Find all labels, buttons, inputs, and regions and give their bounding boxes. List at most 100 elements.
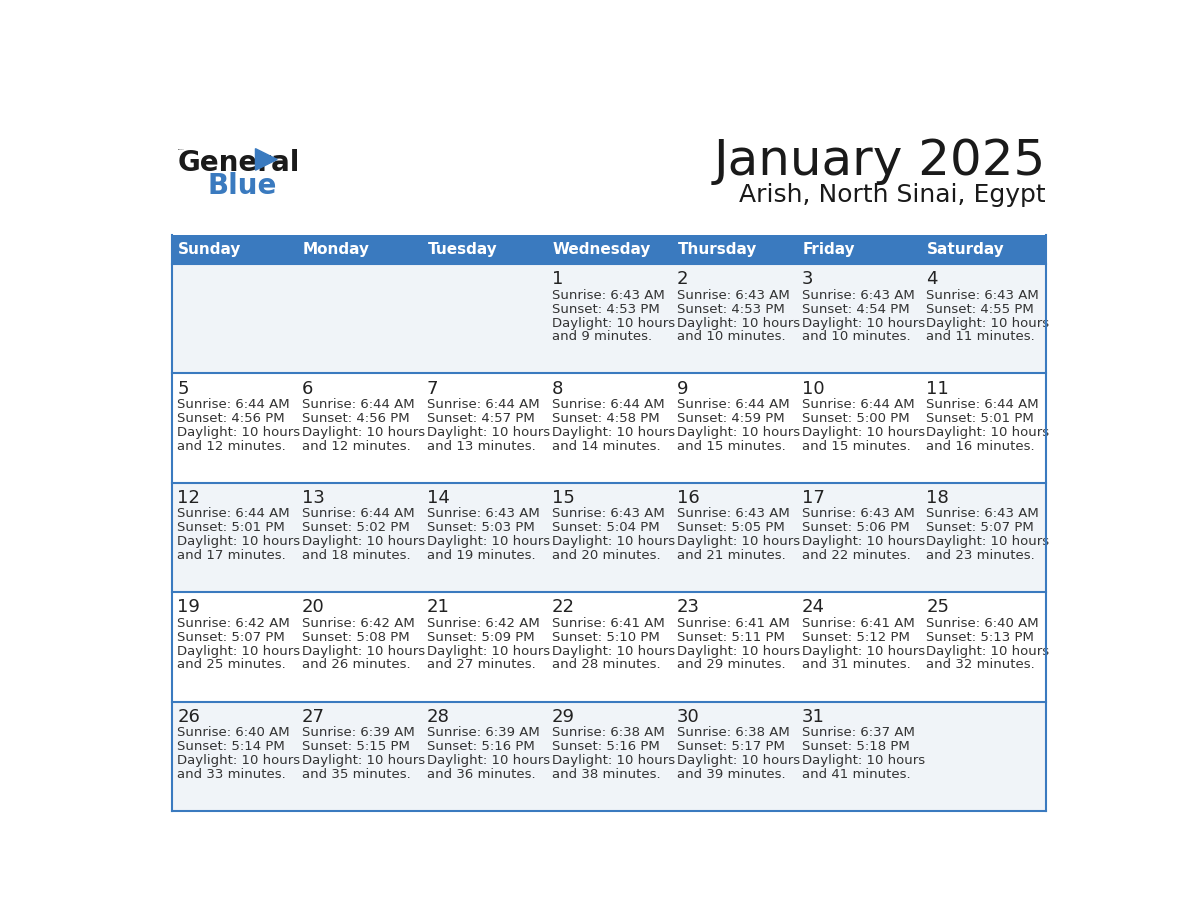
Bar [546,592,671,701]
Text: Friday: Friday [802,242,855,257]
Text: and 38 minutes.: and 38 minutes. [552,767,661,780]
Text: Daylight: 10 hours: Daylight: 10 hours [302,535,425,548]
Text: and 20 minutes.: and 20 minutes. [552,549,661,562]
Text: 4: 4 [927,270,939,288]
Bar [546,235,671,264]
Bar [671,235,796,264]
Text: Sunday: Sunday [178,242,241,257]
Text: Sunrise: 6:38 AM: Sunrise: 6:38 AM [677,726,790,739]
Text: Sunset: 5:09 PM: Sunset: 5:09 PM [426,631,535,644]
Text: Sunset: 5:12 PM: Sunset: 5:12 PM [802,631,910,644]
Text: Sunset: 5:00 PM: Sunset: 5:00 PM [802,412,909,425]
Text: 13: 13 [302,489,326,507]
Text: 12: 12 [177,489,200,507]
Text: and 23 minutes.: and 23 minutes. [927,549,1035,562]
Text: and 11 minutes.: and 11 minutes. [927,330,1035,343]
Text: Sunset: 5:17 PM: Sunset: 5:17 PM [677,740,784,753]
Text: Daylight: 10 hours: Daylight: 10 hours [802,754,924,767]
Text: Daylight: 10 hours: Daylight: 10 hours [177,426,301,439]
Text: #1a1a1a: #1a1a1a [178,149,184,150]
Bar [422,592,546,701]
Text: Sunset: 4:58 PM: Sunset: 4:58 PM [552,412,659,425]
Text: Daylight: 10 hours: Daylight: 10 hours [552,535,675,548]
Text: Daylight: 10 hours: Daylight: 10 hours [927,535,1050,548]
Text: Daylight: 10 hours: Daylight: 10 hours [552,317,675,330]
Text: 1: 1 [552,270,563,288]
Text: Sunset: 5:07 PM: Sunset: 5:07 PM [927,521,1035,534]
Text: Monday: Monday [303,242,369,257]
Text: Daylight: 10 hours: Daylight: 10 hours [426,754,550,767]
Text: 15: 15 [552,489,575,507]
Text: and 9 minutes.: and 9 minutes. [552,330,652,343]
Text: Sunrise: 6:43 AM: Sunrise: 6:43 AM [677,508,790,521]
Text: Daylight: 10 hours: Daylight: 10 hours [927,644,1050,657]
Text: Sunrise: 6:43 AM: Sunrise: 6:43 AM [927,508,1040,521]
Text: Sunset: 5:13 PM: Sunset: 5:13 PM [927,631,1035,644]
Text: Sunrise: 6:41 AM: Sunrise: 6:41 AM [677,617,790,630]
Text: Sunset: 5:01 PM: Sunset: 5:01 PM [927,412,1035,425]
Text: Daylight: 10 hours: Daylight: 10 hours [677,754,800,767]
Text: and 29 minutes.: and 29 minutes. [677,658,785,671]
Text: Sunset: 5:01 PM: Sunset: 5:01 PM [177,521,285,534]
Text: 5: 5 [177,380,189,397]
Bar [422,374,546,483]
Bar [796,264,921,374]
Bar [796,592,921,701]
Text: 16: 16 [677,489,700,507]
Bar [546,701,671,811]
Bar [172,701,297,811]
Text: Sunrise: 6:40 AM: Sunrise: 6:40 AM [927,617,1040,630]
Text: Sunset: 5:11 PM: Sunset: 5:11 PM [677,631,784,644]
Text: and 10 minutes.: and 10 minutes. [677,330,785,343]
Text: General: General [178,149,301,176]
Text: Daylight: 10 hours: Daylight: 10 hours [426,426,550,439]
Text: Sunrise: 6:44 AM: Sunrise: 6:44 AM [177,398,290,411]
Text: Sunrise: 6:41 AM: Sunrise: 6:41 AM [552,617,664,630]
Text: Saturday: Saturday [928,242,1005,257]
Text: Sunset: 5:05 PM: Sunset: 5:05 PM [677,521,784,534]
Text: 10: 10 [802,380,824,397]
Text: and 19 minutes.: and 19 minutes. [426,549,536,562]
Bar [921,235,1045,264]
Text: 26: 26 [177,708,200,726]
Bar [422,483,546,592]
Bar [172,483,297,592]
Text: Arish, North Sinai, Egypt: Arish, North Sinai, Egypt [739,184,1045,207]
Text: and 31 minutes.: and 31 minutes. [802,658,910,671]
Bar [422,235,546,264]
Text: Sunrise: 6:37 AM: Sunrise: 6:37 AM [802,726,915,739]
Text: and 35 minutes.: and 35 minutes. [302,767,411,780]
Text: 19: 19 [177,599,200,616]
Text: Sunset: 5:10 PM: Sunset: 5:10 PM [552,631,659,644]
Text: and 17 minutes.: and 17 minutes. [177,549,286,562]
Text: and 25 minutes.: and 25 minutes. [177,658,286,671]
Text: and 41 minutes.: and 41 minutes. [802,767,910,780]
Bar [172,592,297,701]
Bar [297,374,422,483]
Text: 8: 8 [552,380,563,397]
Text: Sunset: 4:53 PM: Sunset: 4:53 PM [552,303,659,316]
Text: and 16 minutes.: and 16 minutes. [927,440,1035,453]
Text: Sunrise: 6:44 AM: Sunrise: 6:44 AM [677,398,789,411]
Bar [671,264,796,374]
Text: Tuesday: Tuesday [428,242,498,257]
Text: Daylight: 10 hours: Daylight: 10 hours [426,535,550,548]
Bar [921,592,1045,701]
Text: Daylight: 10 hours: Daylight: 10 hours [927,317,1050,330]
Text: 29: 29 [552,708,575,726]
Text: 31: 31 [802,708,824,726]
Bar [921,483,1045,592]
Text: 11: 11 [927,380,949,397]
Text: Daylight: 10 hours: Daylight: 10 hours [677,644,800,657]
Text: Sunrise: 6:44 AM: Sunrise: 6:44 AM [177,508,290,521]
Text: Sunset: 5:18 PM: Sunset: 5:18 PM [802,740,909,753]
Text: and 22 minutes.: and 22 minutes. [802,549,910,562]
Text: Sunrise: 6:43 AM: Sunrise: 6:43 AM [677,289,790,302]
Bar [172,374,297,483]
Text: Blue: Blue [208,172,277,200]
Text: Sunrise: 6:44 AM: Sunrise: 6:44 AM [802,398,915,411]
Text: Sunrise: 6:43 AM: Sunrise: 6:43 AM [426,508,539,521]
Text: Sunset: 5:08 PM: Sunset: 5:08 PM [302,631,410,644]
Text: Thursday: Thursday [677,242,757,257]
Bar [921,264,1045,374]
